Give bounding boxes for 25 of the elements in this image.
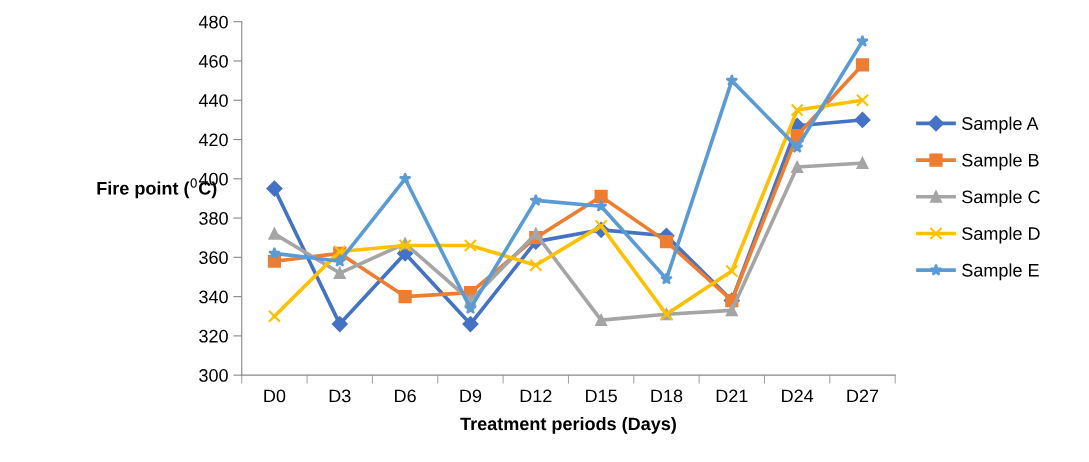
x-tick-label: D18 <box>651 389 683 403</box>
x-tick-label: D15 <box>586 389 617 403</box>
y-tick-label: 300 <box>199 369 228 382</box>
x-tick-label: D0 <box>264 389 286 403</box>
x-tick-label: D3 <box>329 389 351 403</box>
x-tick-label: D12 <box>520 389 552 403</box>
y-tick-label: 320 <box>199 329 228 343</box>
legend-label: Sample A <box>962 116 1039 134</box>
y-tick-label: 360 <box>199 251 228 265</box>
x-axis-title: Treatment periods (Days) <box>460 416 676 434</box>
y-tick-label: 440 <box>198 94 228 107</box>
y-tick-label: 420 <box>198 133 228 147</box>
x-tick-label: D27 <box>847 389 879 403</box>
y-tick-label: 480 <box>198 15 228 29</box>
x-tick-label: D6 <box>395 389 416 403</box>
legend-label: Sample E <box>962 263 1039 281</box>
x-tick-label: D9 <box>460 389 482 403</box>
legend-label: Sample B <box>962 153 1039 171</box>
x-tick-label: D21 <box>716 389 748 403</box>
y-tick-label: 380 <box>199 212 228 225</box>
y-tick-label: 460 <box>198 54 228 68</box>
x-tick-label: D24 <box>782 389 814 403</box>
legend-label: Sample C <box>962 190 1040 207</box>
y-tick-label: 340 <box>199 290 228 304</box>
legend-label: Sample D <box>962 226 1040 244</box>
